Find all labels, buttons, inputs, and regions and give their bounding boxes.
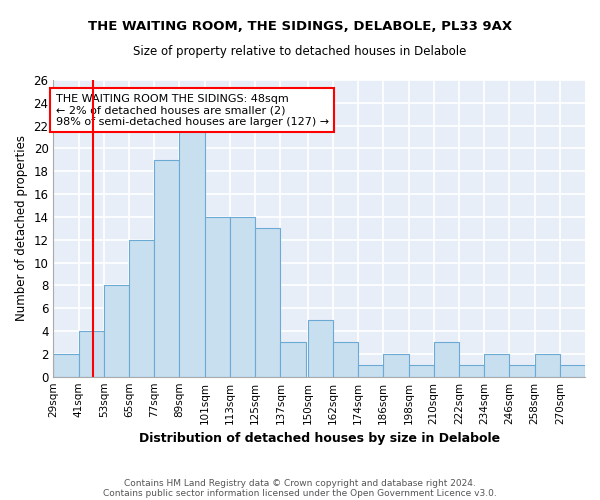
Bar: [129, 240, 154, 376]
Text: Contains public sector information licensed under the Open Government Licence v3: Contains public sector information licen…: [103, 488, 497, 498]
Bar: [459, 366, 484, 376]
Y-axis label: Number of detached properties: Number of detached properties: [15, 136, 28, 322]
Text: THE WAITING ROOM THE SIDINGS: 48sqm
← 2% of detached houses are smaller (2)
98% : THE WAITING ROOM THE SIDINGS: 48sqm ← 2%…: [56, 94, 329, 127]
Bar: [79, 331, 104, 376]
Bar: [308, 320, 333, 376]
Bar: [535, 354, 560, 376]
Bar: [230, 217, 255, 376]
Bar: [280, 342, 305, 376]
Bar: [255, 228, 280, 376]
Bar: [509, 366, 535, 376]
Bar: [154, 160, 179, 376]
Text: Size of property relative to detached houses in Delabole: Size of property relative to detached ho…: [133, 45, 467, 58]
Bar: [179, 126, 205, 376]
X-axis label: Distribution of detached houses by size in Delabole: Distribution of detached houses by size …: [139, 432, 500, 445]
Text: THE WAITING ROOM, THE SIDINGS, DELABOLE, PL33 9AX: THE WAITING ROOM, THE SIDINGS, DELABOLE,…: [88, 20, 512, 33]
Bar: [53, 354, 79, 376]
Bar: [434, 342, 459, 376]
Text: Contains HM Land Registry data © Crown copyright and database right 2024.: Contains HM Land Registry data © Crown c…: [124, 478, 476, 488]
Bar: [104, 286, 129, 376]
Bar: [358, 366, 383, 376]
Bar: [484, 354, 509, 376]
Bar: [205, 217, 230, 376]
Bar: [333, 342, 358, 376]
Bar: [409, 366, 434, 376]
Bar: [383, 354, 409, 376]
Bar: [560, 366, 585, 376]
